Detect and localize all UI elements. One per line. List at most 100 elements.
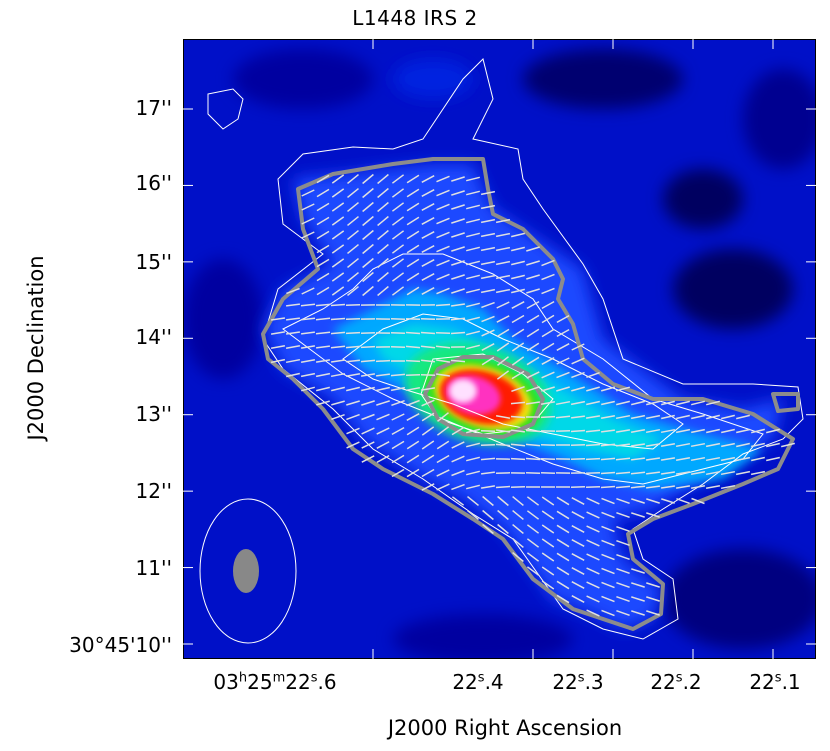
polarization-vector [645, 428, 661, 434]
polarization-vector [391, 286, 405, 296]
polarization-vector [347, 216, 359, 226]
polarization-vector [377, 201, 389, 213]
polarization-vector [646, 400, 660, 406]
polarization-vector [435, 373, 451, 377]
polarization-vector [600, 415, 616, 419]
polarization-vector [480, 260, 496, 266]
polarization-vector [421, 245, 435, 253]
polarization-vector [676, 400, 690, 406]
polarization-vector [616, 386, 630, 392]
polarization-vector [601, 525, 615, 533]
polarization-vector [511, 260, 525, 266]
polarization-vector [451, 232, 465, 238]
polarization-vector [316, 345, 330, 349]
polarization-vector [421, 287, 435, 295]
polarization-vector [586, 371, 600, 379]
polarization-vector [511, 274, 525, 280]
polarization-vector [571, 343, 585, 351]
polarization-vector [466, 204, 480, 210]
polarization-vector [630, 471, 646, 475]
polarization-vector [526, 274, 540, 280]
polarization-vector [541, 314, 555, 324]
polarization-vector [346, 441, 360, 449]
polarization-vector [420, 345, 436, 349]
polarization-vector [377, 173, 389, 185]
polarization-vector [301, 287, 315, 295]
polarization-vector [556, 566, 570, 576]
polarization-vector [466, 456, 480, 462]
polarization-vector [406, 188, 420, 198]
polarization-vector [646, 498, 660, 504]
polarization-vector [645, 457, 661, 461]
polarization-vector [586, 567, 600, 575]
polarization-vector [466, 218, 480, 224]
x-tick-label: 22s.3 [552, 670, 604, 694]
polarization-vector [555, 400, 571, 406]
polarization-vector [525, 443, 541, 447]
polarization-vector [526, 538, 540, 548]
y-tick-label: 15'' [135, 250, 172, 274]
polarization-vector [496, 328, 510, 338]
polarization-vector [466, 190, 480, 196]
polarization-vector [421, 359, 435, 363]
polarization-vector [405, 317, 421, 321]
polarization-vector [676, 497, 690, 505]
polarization-vector [571, 386, 585, 392]
threshold-contours [261, 157, 800, 631]
polarization-vector [616, 400, 630, 406]
polarization-vector [600, 471, 616, 475]
polarization-vector [301, 231, 315, 239]
polarization-vector [585, 415, 601, 419]
polarization-vector [541, 273, 555, 281]
polarization-vector [720, 484, 736, 490]
polarization-vector [362, 271, 374, 283]
polarization-vector [526, 510, 540, 520]
polarization-vector [436, 175, 450, 183]
polarization-vector [556, 510, 570, 520]
polarization-vector [615, 457, 631, 461]
polarization-vector [526, 288, 540, 294]
polarization-vector [436, 426, 450, 436]
polarization-vector [362, 229, 374, 241]
x-tick-label: 22s.4 [452, 670, 504, 694]
polarization-vector [346, 413, 360, 421]
polarization-vector [600, 443, 616, 447]
polarization-vector [482, 509, 494, 521]
polarization-vector [571, 567, 585, 575]
polarization-vector [601, 581, 615, 589]
polarization-vector [391, 258, 405, 268]
polarization-vector [526, 300, 540, 310]
polarization-vector [316, 202, 330, 212]
polarization-vector [270, 358, 286, 364]
polarization-vector [690, 442, 706, 448]
polarization-vector [497, 495, 509, 507]
polarization-vector [511, 246, 525, 252]
polarization-vector [556, 386, 570, 392]
primary-beam [199, 498, 297, 644]
polarization-vector [436, 483, 450, 491]
polarization-vector [421, 454, 435, 464]
polarization-vector [571, 415, 585, 419]
polarization-vector [436, 287, 450, 295]
polarization-vector [526, 524, 540, 534]
polarization-vector [406, 454, 420, 464]
polarization-vector [512, 510, 524, 520]
polarization-vector [556, 343, 570, 351]
polarization-vector [571, 357, 585, 365]
polarization-vector [406, 258, 420, 268]
polarization-vector [675, 442, 691, 448]
polarization-vector [362, 257, 374, 269]
polarization-vector [480, 232, 496, 238]
polarization-vector [405, 331, 421, 335]
polarization-vector [571, 595, 585, 603]
polarization-vector [585, 471, 601, 475]
polarization-vector [316, 174, 330, 184]
polarization-vector [331, 400, 345, 406]
polarization-vector [661, 400, 675, 406]
polarization-vector [615, 471, 631, 475]
polarization-vector [436, 231, 450, 239]
polarization-vector [631, 568, 645, 574]
polarization-vector [330, 331, 346, 335]
polarization-vector [525, 401, 541, 405]
polarization-vector [690, 456, 706, 462]
